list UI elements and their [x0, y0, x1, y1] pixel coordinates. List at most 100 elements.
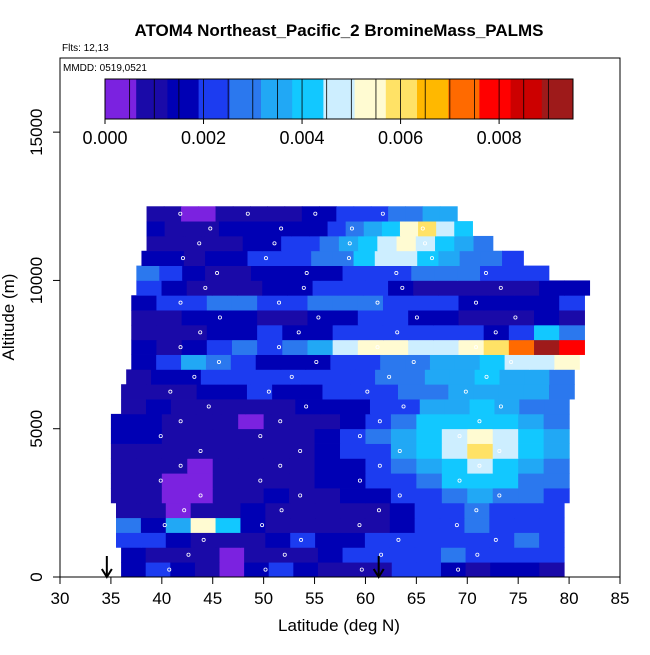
heatmap-cell: [136, 488, 163, 504]
heatmap-cell: [187, 488, 214, 504]
heatmap-cell: [416, 562, 442, 578]
colorbar-segment: [541, 79, 574, 119]
heatmap-cell: [314, 443, 341, 459]
heatmap-cell: [414, 532, 441, 548]
measurement-point: [357, 434, 362, 439]
heatmap-cell: [441, 473, 468, 489]
heatmap-cell: [419, 399, 446, 415]
heatmap-cell: [416, 547, 442, 563]
measurement-point: [376, 508, 381, 513]
heatmap-cell: [523, 384, 550, 400]
measurement-point: [258, 478, 263, 483]
heatmap-cell: [464, 532, 490, 548]
heatmap-cell: [390, 458, 417, 474]
heatmap-cell: [549, 369, 575, 385]
measurement-point: [316, 315, 321, 320]
measurement-point: [198, 330, 203, 335]
heatmap-cell: [391, 562, 417, 578]
heatmap-cell: [405, 206, 424, 222]
heatmap-cell: [181, 339, 208, 355]
measurement-point: [282, 552, 287, 557]
heatmap-cell: [263, 458, 290, 474]
heatmap-cell: [245, 399, 272, 415]
heatmap-cell: [206, 295, 233, 311]
heatmap-cell: [212, 488, 239, 504]
measurement-point: [266, 389, 271, 394]
heatmap-cell: [438, 280, 465, 296]
heatmap-cell: [364, 517, 391, 533]
heatmap-cell: [219, 547, 245, 563]
heatmap-cell: [161, 473, 188, 489]
heatmap-cell: [454, 235, 475, 252]
heatmap-cell: [434, 265, 458, 281]
heatmap-cell: [183, 250, 206, 266]
heatmap-cell: [145, 399, 172, 415]
heatmap-cell: [163, 206, 182, 222]
heatmap-cell: [261, 235, 282, 252]
measurement-point: [299, 537, 304, 542]
heatmap-cell: [332, 295, 359, 311]
measurement-point: [357, 523, 362, 528]
heatmap-cell: [559, 295, 585, 311]
heatmap-cell: [110, 413, 137, 430]
heatmap-cell: [206, 310, 233, 326]
measurement-point: [498, 404, 503, 409]
heatmap-cell: [422, 206, 441, 222]
heatmap-cell: [280, 354, 307, 370]
heatmap-cells: [110, 206, 591, 578]
heatmap-cell: [429, 354, 456, 370]
heatmap-cell: [309, 221, 329, 237]
measurement-point: [203, 285, 208, 290]
heatmap-cell: [314, 473, 341, 489]
measurement-point: [178, 463, 183, 468]
heatmap-cell: [110, 473, 137, 489]
heatmap-cell: [240, 502, 266, 519]
heatmap-cell: [282, 339, 309, 355]
y-axis-label: Altitude (m): [0, 274, 18, 361]
heatmap-cell: [357, 295, 384, 311]
heatmap-cell: [240, 532, 266, 548]
heatmap-cell: [131, 295, 158, 311]
measurement-point: [263, 567, 268, 572]
measurement-point: [483, 271, 488, 276]
measurement-point: [375, 345, 380, 350]
heatmap-cell: [508, 324, 535, 341]
measurement-point: [456, 567, 461, 572]
heatmap-cell: [146, 221, 166, 237]
heatmap-cell: [388, 265, 412, 281]
heatmap-cell: [458, 339, 485, 355]
heatmap-cell: [200, 369, 227, 385]
heatmap-cell: [365, 488, 392, 504]
heatmap-cell: [332, 324, 359, 341]
colorbar-frame: [104, 78, 574, 120]
heatmap-cell: [518, 443, 545, 459]
measurement-point: [377, 463, 382, 468]
heatmap-cell: [340, 428, 367, 444]
heatmap-cell: [474, 369, 501, 385]
heatmap-cell: [240, 517, 266, 533]
heatmap-cell: [433, 324, 460, 341]
heatmap-cell: [483, 310, 510, 326]
heatmap-cell: [394, 399, 421, 415]
heatmap-cell: [215, 502, 242, 519]
heatmap-cell: [436, 221, 455, 237]
heatmap-cell: [315, 532, 341, 548]
heatmap-cell: [319, 235, 340, 252]
colorbar-segment: [448, 79, 480, 119]
x-tick-label: 55: [305, 589, 324, 608]
heatmap-cell: [212, 458, 239, 474]
heatmap-cell: [297, 384, 324, 400]
y-tick-label: 15000: [27, 109, 46, 156]
heatmap-cell: [543, 473, 570, 489]
heatmap-cell: [162, 250, 185, 266]
measurement-point: [192, 374, 197, 379]
heatmap-cell: [238, 458, 265, 474]
heatmap-cell: [121, 562, 147, 578]
heatmap-cell: [317, 562, 344, 578]
heatmap-cell: [187, 428, 214, 444]
x-tick-label: 65: [407, 589, 426, 608]
measurement-point: [178, 211, 183, 216]
heatmap-cell: [458, 310, 485, 326]
measurement-point: [380, 211, 385, 216]
heatmap-cell: [226, 250, 249, 266]
